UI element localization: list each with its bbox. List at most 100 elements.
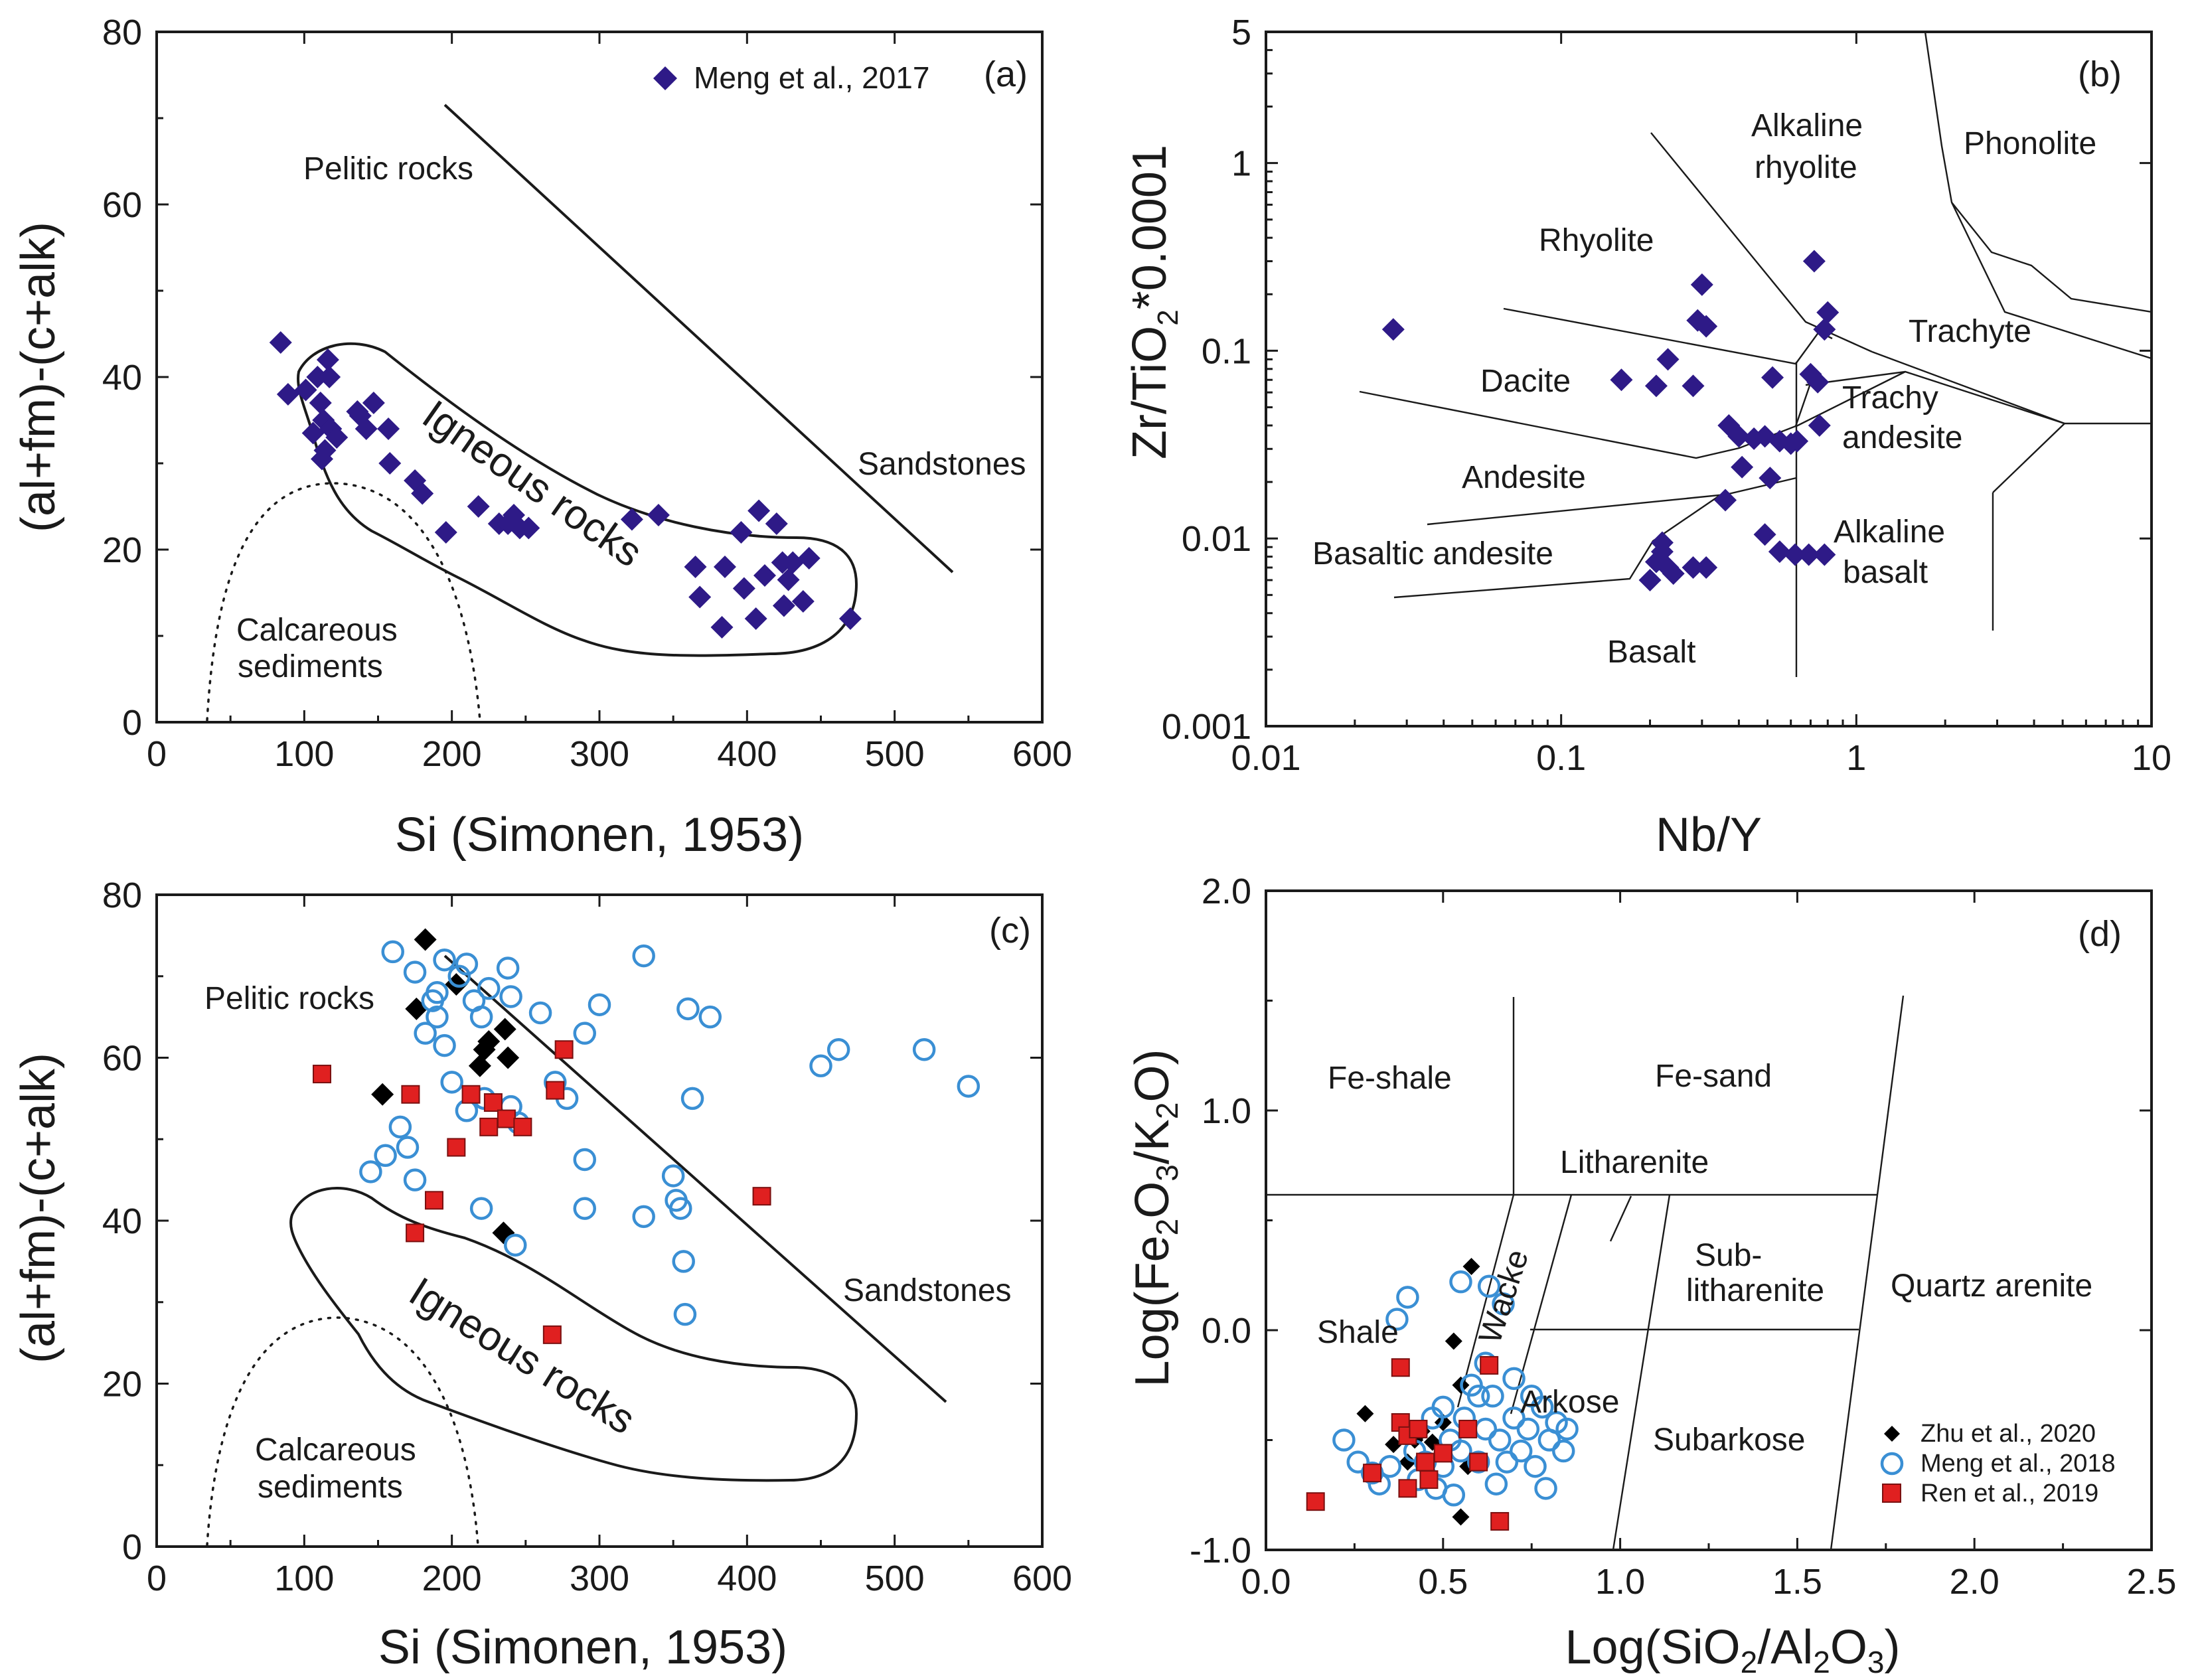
point-meng-et-al-2017 <box>1761 366 1784 389</box>
point-meng-et-al-2017 <box>1813 543 1836 566</box>
panel-d-label-arkose: Arkose <box>1520 1385 1619 1420</box>
point-meng-et-al-2018 <box>426 1005 449 1029</box>
panel-d-label-shale: Shale <box>1317 1315 1399 1350</box>
panel-c-points <box>313 928 980 1344</box>
point-meng-et-al-2017 <box>797 547 821 570</box>
panel-a-label-igneous: Igneous rocks <box>414 392 651 576</box>
point-meng-et-al-2018 <box>1502 1367 1526 1391</box>
point-meng-et-al-2017 <box>362 392 385 414</box>
point-meng-et-al-2018 <box>672 1250 695 1273</box>
panel-c-label-sandstones: Sandstones <box>843 1273 1012 1308</box>
point-ren-et-al-2019 <box>483 1093 503 1112</box>
y-tick-label: 5 <box>1231 13 1251 52</box>
panel-a-legend-label: Meng et al., 2017 <box>694 60 929 95</box>
panel-b-label-trachyte: Trachyte <box>1909 314 2031 349</box>
point-meng-et-al-2017 <box>1786 429 1809 453</box>
x-tick-label: 0.1 <box>1536 738 1586 778</box>
point-meng-et-al-2018 <box>676 997 700 1021</box>
panel-d-ylabel: Log(Fe2O3/K2O) <box>1126 1049 1184 1387</box>
point-meng-et-al-2018 <box>496 956 520 980</box>
point-meng-et-al-2018 <box>573 1197 597 1220</box>
panel-b-label-trachy: Trachy <box>1842 380 1938 416</box>
x-tick-label: 10 <box>2132 738 2171 778</box>
panel-a-points <box>269 331 862 639</box>
point-meng-et-al-2017 <box>467 495 490 518</box>
point-ren-et-al-2019 <box>1490 1511 1510 1531</box>
point-meng-et-al-2018 <box>455 1099 479 1122</box>
point-ren-et-al-2019 <box>447 1138 466 1157</box>
point-ren-et-al-2019 <box>313 1065 332 1084</box>
point-meng-et-al-2018 <box>826 1037 850 1061</box>
point-meng-et-al-2018 <box>1466 1385 1490 1408</box>
panel-b-label-andesite: Andesite <box>1462 460 1586 495</box>
x-tick-label: 400 <box>717 1559 777 1598</box>
panel-c-label-pelitic: Pelitic rocks <box>204 981 374 1016</box>
point-ren-et-al-2019 <box>1398 1479 1417 1498</box>
point-meng-et-al-2017 <box>517 516 540 540</box>
y-tick-label: 0.0 <box>1202 1311 1251 1351</box>
y-tick-label: 1.0 <box>1202 1091 1251 1131</box>
x-tick-label: 500 <box>865 1559 925 1598</box>
point-ren-et-al-2019 <box>424 1191 443 1210</box>
point-meng-et-al-2018 <box>1477 1274 1501 1298</box>
point-meng-et-al-2017 <box>1727 425 1751 448</box>
panel-c-plot-area <box>206 955 947 1547</box>
panel-b-boundary-dacite-bottom <box>1359 368 1817 459</box>
point-meng-et-al-2017 <box>713 556 736 578</box>
panel-d: 0.0 0.5 1.0 1.5 2.0 2.5-1.00.01.02.0 Fe-shale… <box>1126 872 2177 1679</box>
point-meng-et-al-2017 <box>316 348 339 371</box>
point-meng-et-al-2017 <box>1753 523 1776 546</box>
point-meng-et-al-2018 <box>1488 1428 1512 1452</box>
panel-a-legend: Meng et al., 2017 <box>653 60 929 95</box>
point-meng-et-al-2018 <box>809 1054 832 1078</box>
y-tick-label: 20 <box>102 530 142 570</box>
point-meng-et-al-2018 <box>673 1302 697 1326</box>
point-ren-et-al-2019 <box>1419 1470 1439 1489</box>
point-meng-et-al-2018 <box>1534 1477 1557 1500</box>
panel-a-tag: (a) <box>984 54 1028 94</box>
point-meng-et-al-2018 <box>1516 1417 1540 1441</box>
panel-a-label-pelitic: Pelitic rocks <box>303 151 473 187</box>
point-meng-et-al-2017 <box>1806 370 1830 394</box>
x-tick-label: 400 <box>717 734 777 774</box>
point-meng-et-al-2017 <box>647 504 670 526</box>
point-ren-et-al-2019 <box>546 1081 565 1100</box>
point-meng-et-al-2018 <box>1551 1439 1575 1463</box>
point-meng-et-al-2018 <box>388 1115 412 1139</box>
y-tick-label: 20 <box>102 1365 142 1405</box>
point-zhu-et-al-2020 <box>1385 1436 1403 1454</box>
panel-c-label-sediments: sediments <box>258 1470 403 1505</box>
panel-d-plot-area <box>1266 995 1905 1550</box>
x-tick-label: 1.0 <box>1595 1562 1645 1602</box>
point-ren-et-al-2019 <box>1458 1419 1478 1438</box>
point-ren-et-al-2019 <box>554 1040 574 1059</box>
point-meng-et-al-2017 <box>838 607 862 630</box>
panel-b-xlabel: Nb/Y <box>1656 808 1762 862</box>
panel-d-xlabel: Log(SiO2/Al2O3) <box>1565 1621 1901 1679</box>
point-meng-et-al-2018 <box>440 1071 463 1094</box>
point-meng-et-al-2018 <box>528 1001 552 1025</box>
point-meng-et-al-2018 <box>1509 1439 1533 1463</box>
x-tick-label: 300 <box>570 734 629 774</box>
point-meng-et-al-2017 <box>765 512 788 535</box>
point-meng-et-al-2018 <box>957 1075 980 1098</box>
point-meng-et-al-2017 <box>744 607 767 630</box>
x-tick-label: 0.01 <box>1231 738 1300 778</box>
point-ren-et-al-2019 <box>1391 1358 1410 1377</box>
panel-c-ylabel: (al+fm)-(c+alk) <box>12 1053 65 1363</box>
point-ren-et-al-2019 <box>479 1117 499 1136</box>
point-meng-et-al-2017 <box>1797 543 1820 566</box>
point-meng-et-al-2017 <box>1695 556 1718 579</box>
panel-a-plot-area <box>206 104 954 722</box>
point-zhu-et-al-2020 <box>371 1083 394 1106</box>
panel-b-label-basaltic-andesite: Basaltic andesite <box>1312 536 1553 572</box>
panel-a-label-sandstones: Sandstones <box>858 447 1026 482</box>
point-meng-et-al-2017 <box>1731 455 1754 479</box>
x-tick-label: 100 <box>274 734 334 774</box>
x-tick-label: 100 <box>274 1559 334 1598</box>
point-meng-et-al-2018 <box>632 944 655 968</box>
panel-d-quartz-upper <box>1876 995 1905 1195</box>
point-meng-et-al-2017 <box>1682 556 1705 579</box>
point-meng-et-al-2018 <box>421 989 445 1012</box>
